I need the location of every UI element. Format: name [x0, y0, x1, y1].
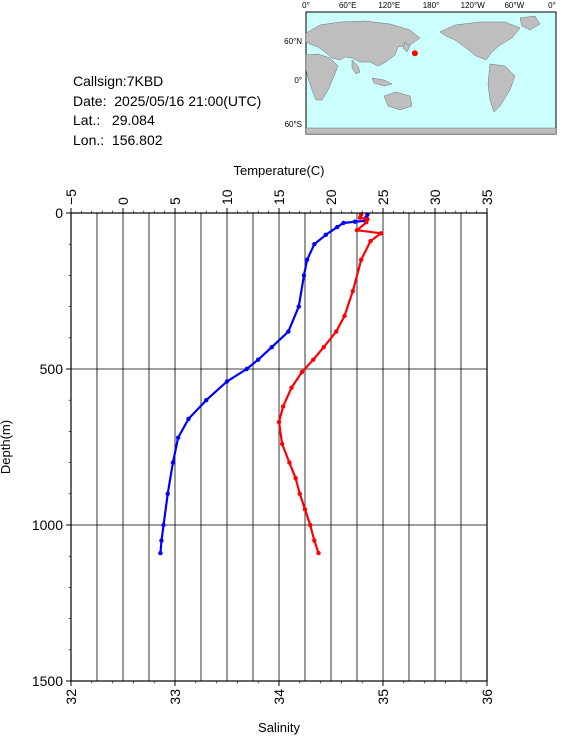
- salinity-data-point: [316, 550, 321, 556]
- temperature-data-point: [335, 224, 340, 230]
- salinity-data-point: [276, 419, 282, 425]
- depth-tick-label: 500: [40, 361, 64, 377]
- salinity-data-point: [299, 369, 305, 375]
- temperature-data-point: [312, 242, 317, 247]
- salinity-tick-label: 34: [271, 689, 287, 705]
- map-lon-label: 60°W: [504, 1, 524, 10]
- temperature-data-point: [204, 398, 209, 403]
- temperature-data-point: [224, 379, 230, 384]
- map-lon-label: 60°E: [339, 1, 356, 10]
- salinity-data-point: [342, 313, 347, 319]
- salinity-data-point: [302, 507, 308, 512]
- salinity-data-point: [357, 215, 363, 220]
- depth-tick-label: 1500: [32, 673, 63, 689]
- salinity-tick-label: 33: [167, 689, 183, 705]
- temperature-data-point: [165, 491, 170, 496]
- temperature-data-point: [175, 435, 181, 440]
- salinity-data-point: [293, 476, 298, 481]
- map-lon-label: 0°: [302, 1, 310, 10]
- temperature-data-point: [352, 219, 358, 224]
- map-land: [305, 15, 557, 135]
- station-info: Callsign:7KBD Date: 2025/05/16 21:00(UTC…: [73, 72, 261, 150]
- salinity-data-point: [280, 404, 286, 409]
- temperature-data-point: [323, 232, 328, 238]
- map-lat-label: 60°S: [285, 120, 302, 129]
- plot-series: [158, 212, 384, 556]
- temperature-tick-label: 35: [479, 189, 495, 205]
- salinity-data-point: [279, 441, 285, 447]
- world-map: 0° 60°E 120°E 180° 120°W 60°W 0° 60°N 0°…: [284, 1, 557, 135]
- temperature-tick-label: 25: [375, 189, 391, 205]
- temperature-profile-line: [159, 214, 369, 554]
- temperature-tick-label: −5: [63, 189, 79, 205]
- temperature-data-point: [256, 357, 261, 362]
- map-lon-label: 120°E: [378, 1, 400, 10]
- map-lon-label: 180°: [423, 1, 440, 10]
- salinity-profile-line: [277, 214, 383, 554]
- station-marker: [411, 50, 418, 57]
- salinity-data-point: [334, 329, 339, 334]
- temperature-data-point: [244, 366, 249, 372]
- temperature-data-point: [170, 460, 176, 465]
- temperature-tick-label: 20: [323, 189, 339, 205]
- temperature-tick-label: 0: [115, 197, 131, 205]
- longitude-text: Lon.: 156.802: [73, 131, 163, 148]
- temperature-data-point: [158, 550, 163, 556]
- salinity-data-point: [321, 344, 326, 350]
- temperature-tick-label: 10: [219, 189, 235, 205]
- date-text: Date: 2025/05/16 21:00(UTC): [73, 92, 262, 109]
- salinity-data-point: [287, 460, 292, 465]
- callsign-text: Callsign:7KBD: [73, 73, 164, 89]
- depth-axis-title: Depth(m): [0, 420, 13, 474]
- temperature-data-point: [341, 220, 346, 226]
- temperature-data-point: [301, 273, 307, 278]
- salinity-data-point: [378, 231, 384, 236]
- temperature-tick-label: 30: [427, 189, 443, 205]
- salinity-data-point: [312, 538, 317, 543]
- temperature-axis-title: Temperature(C): [233, 163, 324, 178]
- depth-tick-label: 0: [55, 205, 63, 221]
- map-lat-label: 60°N: [284, 37, 302, 46]
- salinity-tick-label: 36: [479, 689, 495, 705]
- salinity-data-point: [354, 227, 360, 233]
- salinity-data-point: [297, 491, 302, 496]
- temperature-data-point: [159, 538, 164, 543]
- temperature-tick-label: 5: [167, 197, 183, 205]
- salinity-data-point: [364, 220, 369, 225]
- temperature-data-point: [304, 257, 310, 262]
- temperature-tick-label: 15: [271, 189, 287, 205]
- salinity-data-point: [358, 257, 364, 262]
- plot-grid: [70, 212, 488, 682]
- map-lon-label: 0°: [548, 1, 556, 10]
- latitude-text: Lat.: 29.084: [73, 112, 155, 128]
- temperature-data-point: [286, 329, 291, 334]
- salinity-axis-title: Salinity: [258, 720, 300, 735]
- depth-tick-label: 1000: [32, 517, 63, 533]
- temperature-data-point: [161, 522, 166, 528]
- map-lat-label: 0°: [294, 76, 302, 85]
- salinity-data-point: [289, 385, 294, 390]
- temperature-data-point: [269, 344, 274, 350]
- salinity-tick-label: 35: [375, 689, 391, 705]
- salinity-tick-label: 32: [63, 689, 79, 705]
- map-lon-label: 120°W: [461, 1, 486, 10]
- salinity-data-point: [368, 238, 373, 244]
- salinity-data-point: [308, 522, 313, 528]
- temperature-data-point: [296, 304, 301, 309]
- temperature-data-point: [186, 416, 191, 422]
- salinity-data-point: [311, 357, 316, 362]
- salinity-data-point: [350, 288, 356, 294]
